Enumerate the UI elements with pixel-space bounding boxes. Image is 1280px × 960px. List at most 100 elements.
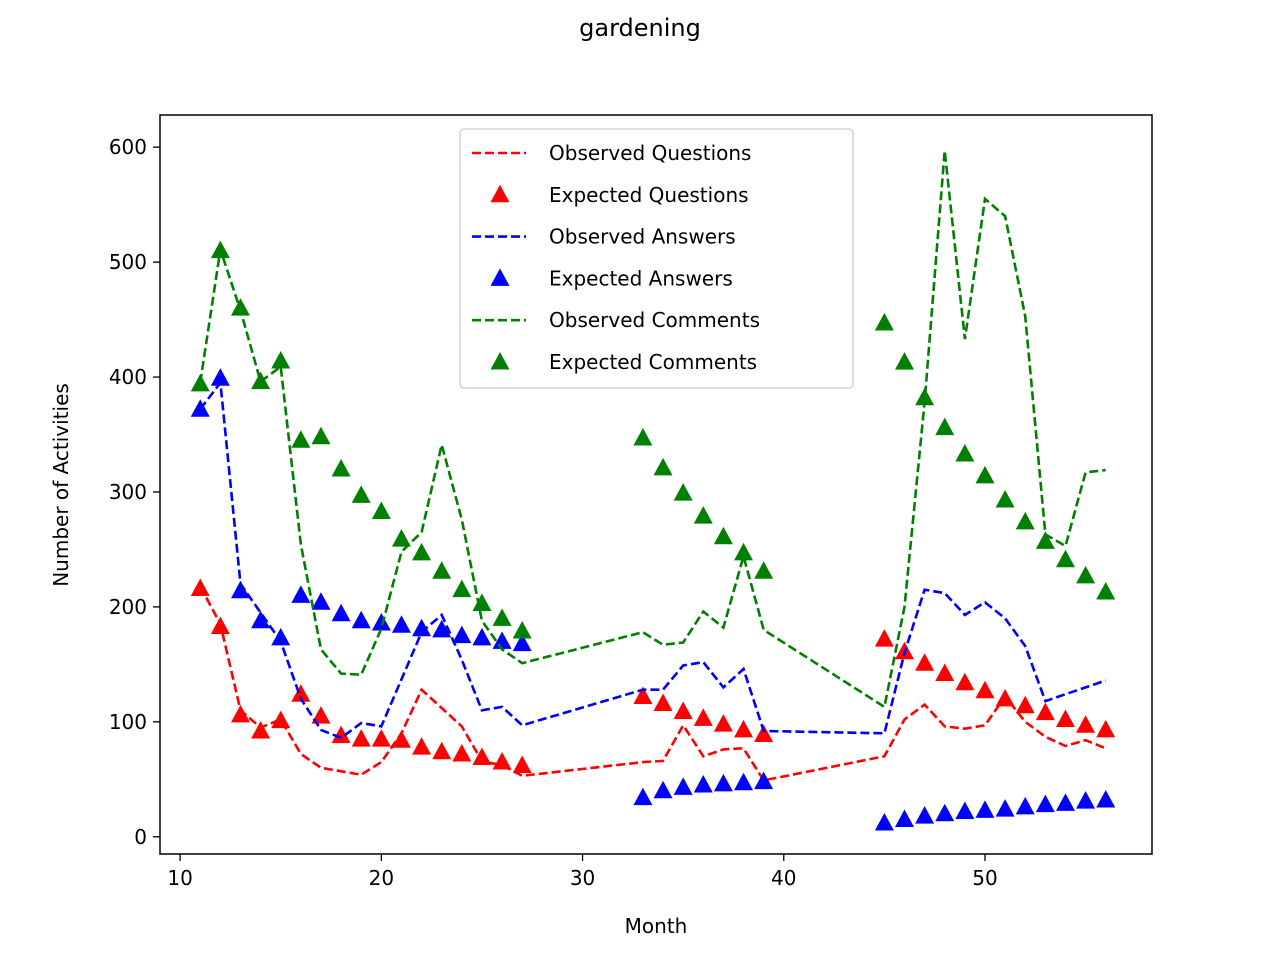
data-point bbox=[653, 457, 673, 476]
data-point bbox=[251, 721, 271, 739]
data-point bbox=[1015, 695, 1035, 714]
series-expected-answers bbox=[190, 368, 1116, 831]
data-point bbox=[230, 704, 250, 723]
data-point bbox=[673, 777, 693, 795]
x-axis-label: Month bbox=[625, 914, 688, 938]
data-point bbox=[331, 458, 351, 477]
data-point bbox=[754, 771, 774, 790]
data-point bbox=[1035, 794, 1055, 813]
data-point bbox=[653, 780, 673, 799]
legend-item: Expected Questions bbox=[490, 183, 749, 207]
data-point bbox=[371, 501, 391, 520]
data-point bbox=[1015, 511, 1035, 530]
y-tick-label: 200 bbox=[109, 595, 147, 619]
data-point bbox=[512, 755, 532, 774]
legend: Observed Questions Expected Questions Obse… bbox=[459, 128, 854, 389]
y-axis-label: Number of Activities bbox=[49, 383, 73, 587]
data-point bbox=[734, 719, 754, 738]
data-point bbox=[713, 714, 733, 732]
data-point bbox=[391, 529, 411, 547]
data-point bbox=[452, 579, 472, 598]
data-point bbox=[693, 506, 713, 524]
data-point bbox=[874, 812, 894, 831]
series-layer bbox=[190, 150, 1116, 831]
data-point bbox=[331, 603, 351, 622]
data-point bbox=[995, 490, 1015, 508]
data-point bbox=[895, 352, 915, 370]
legend-marker-swatch bbox=[490, 184, 510, 203]
data-point bbox=[1076, 565, 1096, 584]
data-point bbox=[351, 729, 371, 747]
y-tick-label: 0 bbox=[134, 825, 147, 849]
data-point bbox=[230, 580, 250, 599]
plot-frame bbox=[159, 114, 1153, 855]
data-point bbox=[915, 806, 935, 824]
legend-label: Expected Comments bbox=[549, 350, 757, 374]
legend-label: Expected Questions bbox=[549, 183, 749, 207]
series-line bbox=[199, 585, 1107, 782]
x-tick-label: 40 bbox=[771, 866, 796, 890]
data-point bbox=[311, 706, 331, 724]
legend-label: Observed Comments bbox=[549, 308, 760, 332]
data-point bbox=[693, 708, 713, 726]
data-point bbox=[1076, 715, 1096, 733]
data-point bbox=[874, 629, 894, 647]
legend-item: Expected Answers bbox=[490, 266, 733, 290]
y-tick-label: 100 bbox=[109, 710, 147, 734]
data-point bbox=[190, 578, 210, 597]
data-point bbox=[412, 618, 432, 637]
data-point bbox=[1096, 789, 1116, 808]
data-point bbox=[915, 387, 935, 406]
legend-item: Expected Comments bbox=[490, 350, 757, 374]
y-tick-label: 500 bbox=[109, 250, 147, 274]
legend-box bbox=[459, 128, 854, 389]
y-axis: 0 100 200 300 400 500 600 bbox=[109, 135, 160, 849]
data-point bbox=[1076, 791, 1096, 809]
data-point bbox=[1096, 719, 1116, 738]
data-point bbox=[351, 610, 371, 629]
data-point bbox=[734, 772, 754, 791]
series-line bbox=[199, 379, 1107, 740]
series-line bbox=[198, 150, 1106, 710]
legend-item: Observed Questions bbox=[472, 141, 751, 165]
data-point bbox=[210, 240, 230, 259]
data-point bbox=[1055, 549, 1075, 568]
data-point bbox=[331, 725, 351, 744]
data-point bbox=[512, 621, 532, 639]
data-point bbox=[432, 619, 452, 638]
data-point bbox=[754, 724, 774, 742]
legend-label: Observed Answers bbox=[549, 225, 736, 249]
data-point bbox=[673, 483, 693, 501]
data-point bbox=[754, 561, 774, 579]
data-point bbox=[874, 313, 894, 331]
data-point bbox=[472, 747, 492, 765]
data-point bbox=[391, 730, 411, 748]
data-point bbox=[190, 373, 210, 392]
x-tick-label: 30 bbox=[570, 866, 595, 890]
data-point bbox=[1055, 793, 1075, 811]
data-point bbox=[633, 686, 653, 705]
data-point bbox=[995, 799, 1015, 817]
data-point bbox=[472, 627, 492, 646]
y-tick-label: 400 bbox=[109, 365, 147, 389]
data-point bbox=[633, 787, 653, 806]
data-point bbox=[1035, 531, 1055, 549]
data-point bbox=[975, 680, 995, 699]
data-point bbox=[412, 542, 432, 561]
data-point bbox=[230, 298, 250, 316]
data-point bbox=[311, 426, 331, 445]
data-point bbox=[271, 627, 291, 646]
series-observed-questions bbox=[199, 585, 1107, 782]
y-tick-label: 600 bbox=[109, 135, 147, 159]
chart-title: gardening bbox=[579, 14, 701, 42]
data-point bbox=[452, 744, 472, 762]
legend-label: Expected Answers bbox=[549, 266, 733, 290]
data-point bbox=[251, 371, 271, 390]
data-point bbox=[995, 688, 1015, 707]
data-point bbox=[251, 610, 271, 629]
data-point bbox=[412, 737, 432, 755]
data-point bbox=[1096, 581, 1116, 600]
data-point bbox=[291, 430, 311, 448]
data-point bbox=[713, 526, 733, 545]
